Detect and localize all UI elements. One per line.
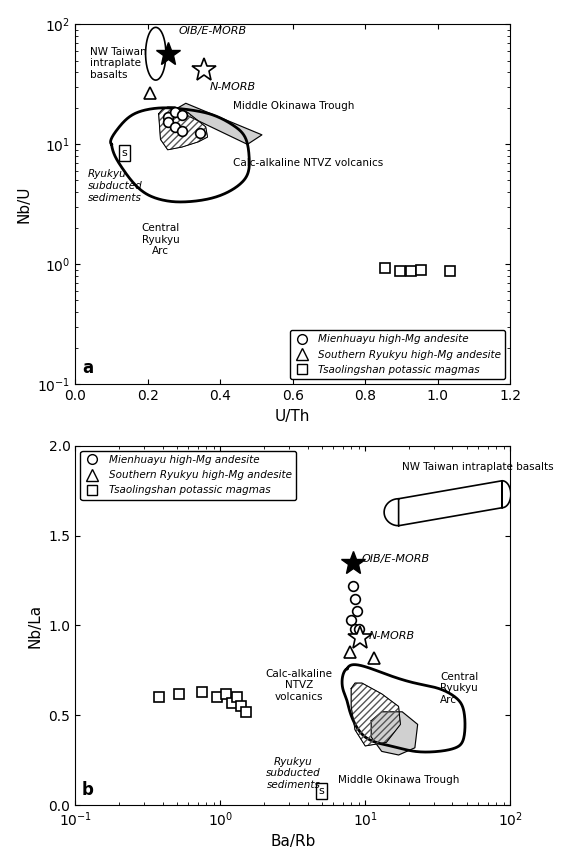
Text: N-MORB: N-MORB: [209, 82, 255, 92]
Text: Middle Okinawa Trough: Middle Okinawa Trough: [338, 775, 459, 785]
X-axis label: Ba/Rb: Ba/Rb: [270, 834, 315, 850]
Text: N-MORB: N-MORB: [368, 631, 414, 642]
Legend: Mienhuayu high-Mg andesite, Southern Ryukyu high-Mg andesite, Tsaolingshan potas: Mienhuayu high-Mg andesite, Southern Ryu…: [80, 451, 296, 500]
Y-axis label: Nb/La: Nb/La: [28, 604, 43, 648]
Text: Calc-alkaline
NTVZ
volcanics: Calc-alkaline NTVZ volcanics: [266, 669, 333, 701]
Text: Ryukyu
subducted
sediments: Ryukyu subducted sediments: [88, 170, 143, 203]
Text: s: s: [319, 786, 324, 796]
Polygon shape: [175, 103, 262, 145]
Text: Central
Ryukyu
Arc: Central Ryukyu Arc: [440, 672, 479, 705]
Text: NW Taiwan intraplate basalts: NW Taiwan intraplate basalts: [402, 462, 554, 472]
Text: s: s: [121, 148, 127, 158]
Text: a: a: [82, 359, 93, 378]
Text: OIB/E-MORB: OIB/E-MORB: [179, 26, 247, 36]
Y-axis label: Nb/U: Nb/U: [17, 185, 32, 223]
Text: b: b: [82, 780, 94, 798]
Text: Ryukyu
subducted
sediments: Ryukyu subducted sediments: [266, 757, 321, 790]
Text: NW Taiwan
intraplate
basalts: NW Taiwan intraplate basalts: [90, 47, 146, 80]
Text: Calc-alkaline NTVZ volcanics: Calc-alkaline NTVZ volcanics: [233, 158, 383, 168]
Polygon shape: [371, 712, 418, 755]
Text: OIB/E-MORB: OIB/E-MORB: [362, 554, 430, 564]
X-axis label: U/Th: U/Th: [275, 409, 311, 423]
Text: Central
Ryukyu
Arc: Central Ryukyu Arc: [141, 223, 180, 256]
Legend: Mienhuayu high-Mg andesite, Southern Ryukyu high-Mg andesite, Tsaolingshan potas: Mienhuayu high-Mg andesite, Southern Ryu…: [290, 330, 505, 379]
Text: Middle Okinawa Trough: Middle Okinawa Trough: [233, 100, 354, 111]
